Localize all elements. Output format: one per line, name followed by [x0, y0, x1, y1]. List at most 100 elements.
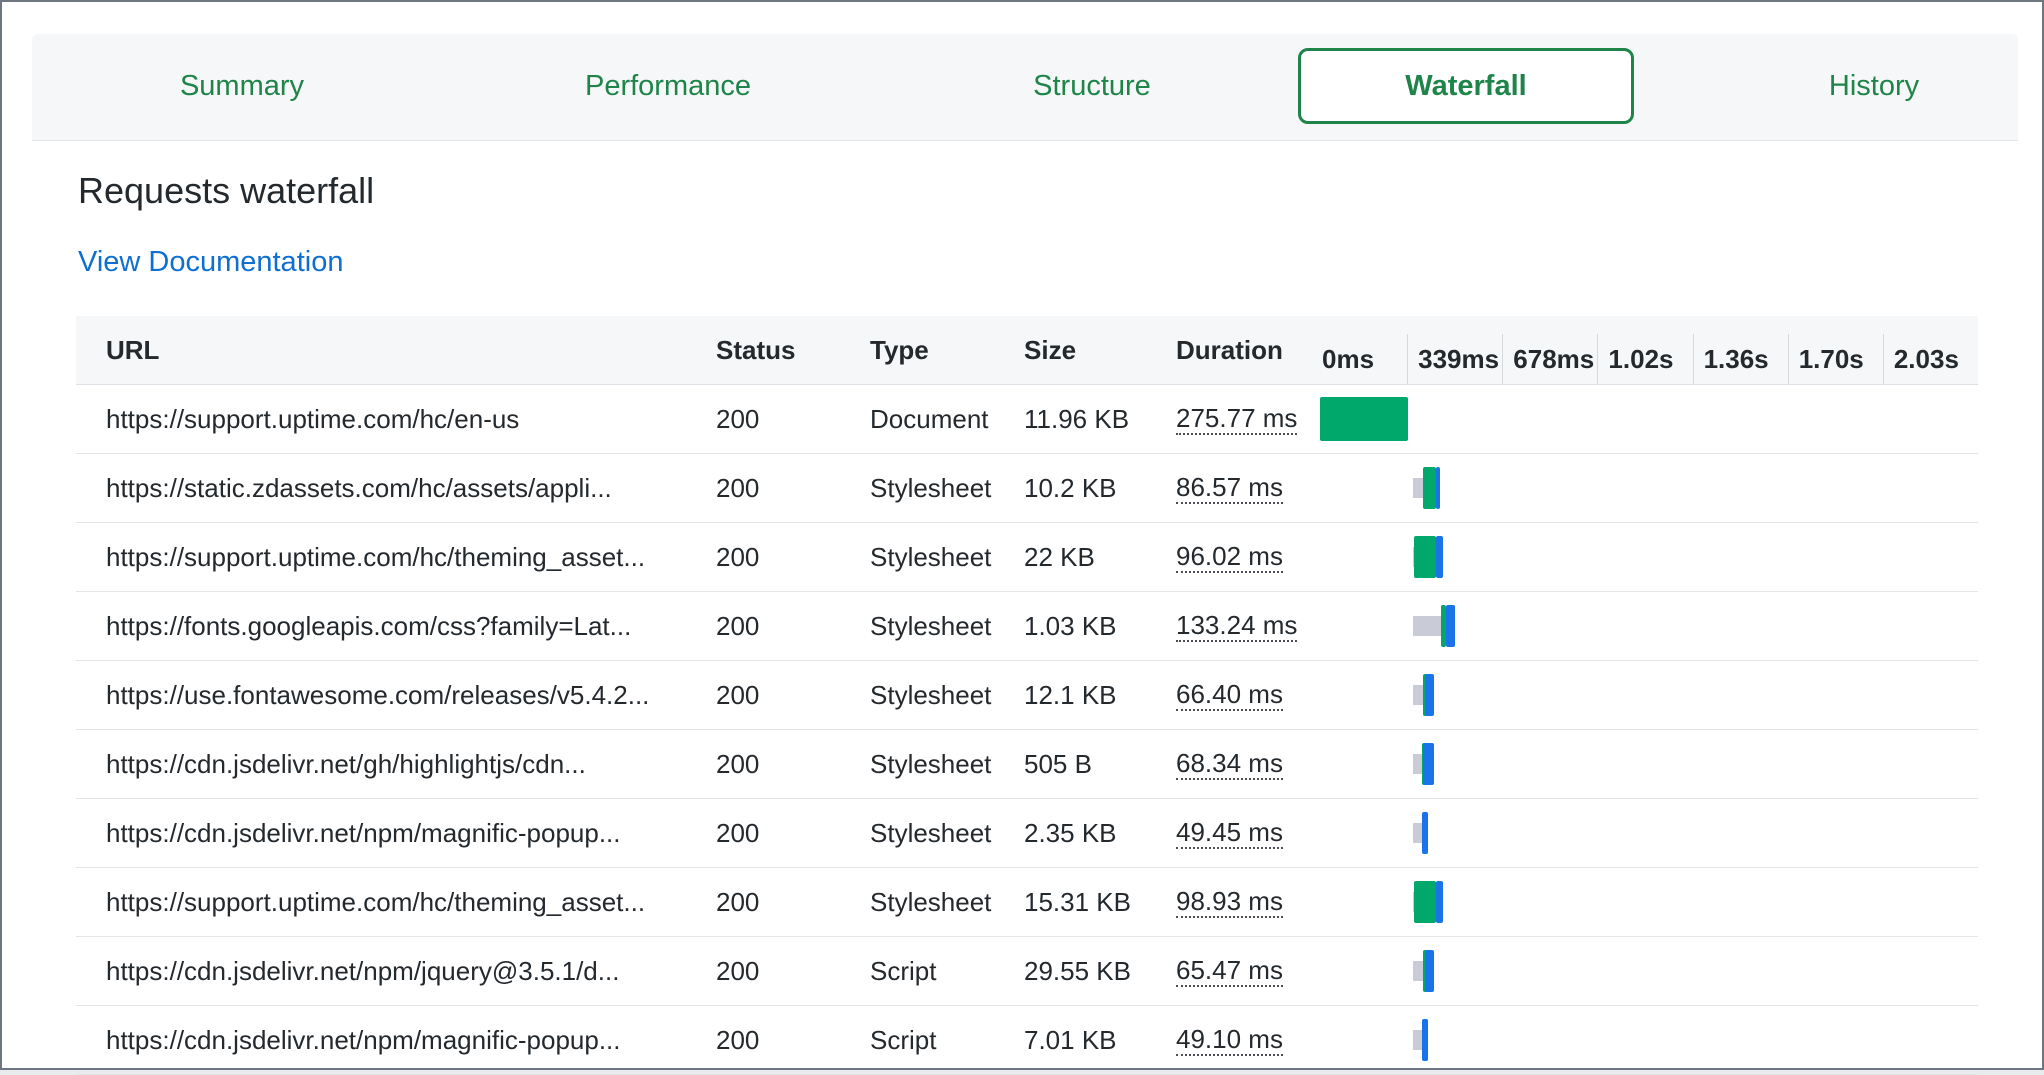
tab-structure[interactable]: Structure	[1033, 69, 1151, 102]
waterfall-bar[interactable]	[1312, 799, 1978, 867]
request-url: https://cdn.jsdelivr.net/npm/magnific-po…	[106, 817, 621, 848]
request-url: https://support.uptime.com/hc/en-us	[106, 403, 520, 434]
request-size: 15.31 KB	[1024, 886, 1131, 917]
timing-segment-wait	[1412, 616, 1442, 636]
request-size: 505 B	[1024, 748, 1092, 779]
request-duration: 96.02 ms	[1176, 523, 1283, 591]
timing-segment-wait	[1412, 1030, 1422, 1050]
waterfall-bar[interactable]	[1312, 937, 1978, 1005]
request-status: 200	[716, 610, 760, 641]
request-type: Stylesheet	[870, 886, 992, 917]
duration-tooltip-trigger[interactable]: 133.24 ms	[1176, 610, 1298, 642]
timing-segment-receive	[1421, 812, 1428, 854]
table-row[interactable]: https://cdn.jsdelivr.net/npm/jquery@3.5.…	[76, 937, 1978, 1006]
request-duration: 49.45 ms	[1176, 799, 1283, 867]
duration-tooltip-trigger[interactable]: 68.34 ms	[1176, 748, 1283, 780]
timing-segment-receive	[1436, 536, 1444, 578]
timing-segment-wait	[1412, 685, 1424, 705]
duration-tooltip-trigger[interactable]: 49.45 ms	[1176, 817, 1283, 849]
request-type: Stylesheet	[870, 817, 992, 848]
request-size: 11.96 KB	[1024, 403, 1130, 434]
table-body: https://support.uptime.com/hc/en-us 200 Do…	[76, 385, 1978, 1075]
duration-tooltip-trigger[interactable]: 98.93 ms	[1176, 886, 1283, 918]
timing-segment-download	[1414, 881, 1436, 923]
waterfall-bar[interactable]	[1312, 868, 1978, 936]
request-status: 200	[716, 886, 760, 917]
duration-tooltip-trigger[interactable]: 66.40 ms	[1176, 679, 1283, 711]
duration-tooltip-trigger[interactable]: 96.02 ms	[1176, 541, 1283, 573]
timeline-tick: 1.70s	[1787, 334, 1884, 384]
duration-tooltip-trigger[interactable]: 49.10 ms	[1176, 1024, 1283, 1056]
table-header: URL Status Type Size Duration 0ms 339ms 67…	[76, 316, 1978, 385]
request-size: 1.03 KB	[1024, 610, 1117, 641]
request-url: https://support.uptime.com/hc/theming_as…	[106, 541, 646, 572]
duration-tooltip-trigger[interactable]: 275.77 ms	[1176, 403, 1298, 435]
request-duration: 86.57 ms	[1176, 454, 1283, 522]
column-header-status[interactable]: Status	[716, 334, 796, 365]
waterfall-bar[interactable]	[1312, 1006, 1978, 1074]
column-header-type[interactable]: Type	[870, 334, 929, 365]
request-duration: 98.93 ms	[1176, 868, 1283, 936]
table-row[interactable]: https://support.uptime.com/hc/theming_as…	[76, 868, 1978, 937]
timing-segment-receive	[1423, 743, 1434, 785]
request-duration: 68.34 ms	[1176, 730, 1283, 798]
request-url: https://fonts.googleapis.com/css?family=…	[106, 610, 632, 641]
waterfall-bar[interactable]	[1312, 523, 1978, 591]
timing-segment-download	[1414, 536, 1436, 578]
request-status: 200	[716, 541, 760, 572]
request-status: 200	[716, 403, 760, 434]
request-duration: 133.24 ms	[1176, 592, 1298, 660]
column-header-size[interactable]: Size	[1024, 334, 1077, 365]
table-row[interactable]: https://cdn.jsdelivr.net/npm/magnific-po…	[76, 799, 1978, 868]
timing-segment-receive	[1424, 674, 1434, 716]
duration-tooltip-trigger[interactable]: 65.47 ms	[1176, 955, 1283, 987]
tab-history[interactable]: History	[1828, 69, 1920, 102]
timing-segment-receive	[1436, 881, 1444, 923]
waterfall-bar[interactable]	[1312, 661, 1978, 729]
timeline-tick: 339ms	[1407, 334, 1503, 384]
request-size: 29.55 KB	[1024, 955, 1131, 986]
timing-segment-receive	[1424, 950, 1434, 992]
timeline-tick: 2.03s	[1882, 334, 1979, 384]
request-size: 22 KB	[1024, 541, 1095, 572]
timing-segment-wait	[1412, 478, 1424, 498]
table-row[interactable]: https://static.zdassets.com/hc/assets/ap…	[76, 454, 1978, 523]
request-status: 200	[716, 679, 760, 710]
timeline-tick: 678ms	[1502, 334, 1598, 384]
request-url: https://cdn.jsdelivr.net/npm/jquery@3.5.…	[106, 955, 620, 986]
request-type: Stylesheet	[870, 679, 992, 710]
request-url: https://cdn.jsdelivr.net/npm/magnific-po…	[106, 1024, 621, 1055]
table-row[interactable]: https://use.fontawesome.com/releases/v5.…	[76, 661, 1978, 730]
timing-segment-download	[1320, 397, 1409, 441]
column-header-url[interactable]: URL	[106, 334, 160, 365]
request-type: Script	[870, 1024, 937, 1055]
tab-performance[interactable]: Performance	[584, 69, 751, 102]
request-size: 7.01 KB	[1024, 1024, 1117, 1055]
waterfall-bar[interactable]	[1312, 730, 1978, 798]
tab-summary[interactable]: Summary	[179, 69, 305, 102]
tab-waterfall[interactable]: Waterfall	[1298, 48, 1634, 124]
table-row[interactable]: https://fonts.googleapis.com/css?family=…	[76, 592, 1978, 661]
request-type: Stylesheet	[870, 748, 992, 779]
table-row[interactable]: https://support.uptime.com/hc/theming_as…	[76, 523, 1978, 592]
request-duration: 66.40 ms	[1176, 661, 1283, 729]
page-title: Requests waterfall	[78, 170, 375, 211]
waterfall-bar[interactable]	[1312, 592, 1978, 660]
view-documentation-link[interactable]: View Documentation	[78, 246, 344, 278]
waterfall-bar[interactable]	[1312, 385, 1978, 453]
request-size: 12.1 KB	[1024, 679, 1117, 710]
table-row[interactable]: https://cdn.jsdelivr.net/gh/highlightjs/…	[76, 730, 1978, 799]
table-row[interactable]: https://cdn.jsdelivr.net/npm/magnific-po…	[76, 1006, 1978, 1075]
tab-bar: Summary Performance Structure Waterfall …	[32, 34, 2018, 141]
timing-segment-receive	[1436, 467, 1441, 509]
duration-tooltip-trigger[interactable]: 86.57 ms	[1176, 472, 1283, 504]
table-row[interactable]: https://support.uptime.com/hc/en-us 200 Do…	[76, 385, 1978, 454]
waterfall-bar[interactable]	[1312, 454, 1978, 522]
column-header-duration[interactable]: Duration	[1176, 334, 1283, 365]
timeline-tick: 0ms	[1322, 343, 1375, 374]
timing-segment-wait	[1412, 823, 1422, 843]
timeline-tick: 1.36s	[1692, 334, 1789, 384]
request-duration: 49.10 ms	[1176, 1006, 1283, 1074]
timing-segment-receive	[1445, 605, 1456, 647]
